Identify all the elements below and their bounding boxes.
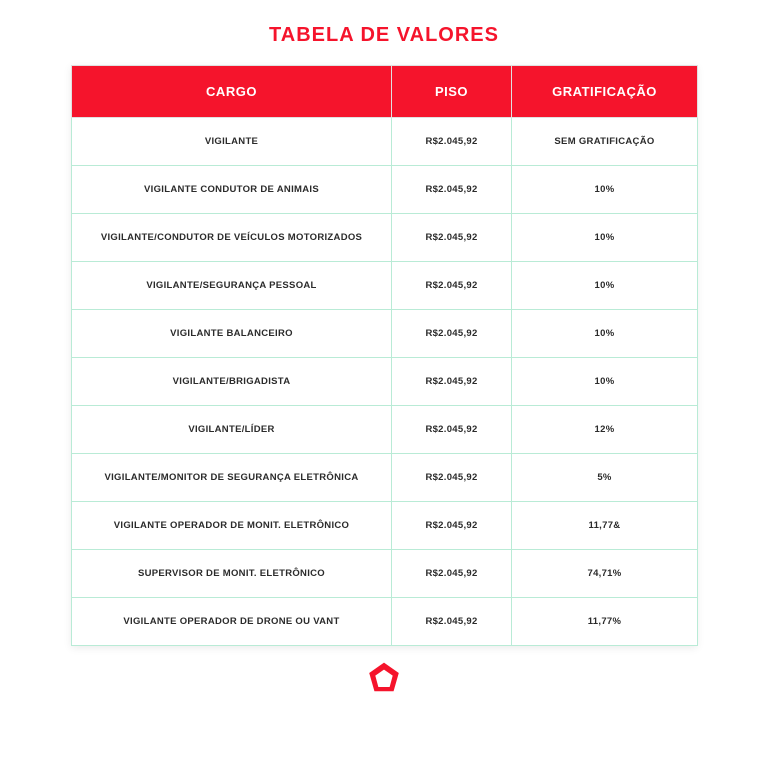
- table-row: VIGILANTE OPERADOR DE DRONE OU VANTR$2.0…: [72, 598, 698, 646]
- cell-gratificacao: 10%: [512, 358, 698, 406]
- cell-piso: R$2.045,92: [392, 502, 512, 550]
- values-table: CARGO PISO GRATIFICAÇÃO VIGILANTER$2.045…: [71, 65, 698, 646]
- cell-gratificacao: SEM GRATIFICAÇÃO: [512, 118, 698, 166]
- col-gratificacao: GRATIFICAÇÃO: [512, 66, 698, 118]
- cell-cargo: VIGILANTE/SEGURANÇA PESSOAL: [72, 262, 392, 310]
- cell-cargo: SUPERVISOR DE MONIT. ELETRÔNICO: [72, 550, 392, 598]
- table-row: SUPERVISOR DE MONIT. ELETRÔNICOR$2.045,9…: [72, 550, 698, 598]
- cell-piso: R$2.045,92: [392, 406, 512, 454]
- table-row: VIGILANTE/LÍDERR$2.045,9212%: [72, 406, 698, 454]
- cell-cargo: VIGILANTE/BRIGADISTA: [72, 358, 392, 406]
- values-table-container: CARGO PISO GRATIFICAÇÃO VIGILANTER$2.045…: [71, 65, 697, 646]
- cell-cargo: VIGILANTE CONDUTOR DE ANIMAIS: [72, 166, 392, 214]
- footer-logo: [361, 660, 407, 700]
- cell-cargo: VIGILANTE/LÍDER: [72, 406, 392, 454]
- cell-piso: R$2.045,92: [392, 454, 512, 502]
- cell-gratificacao: 10%: [512, 310, 698, 358]
- cell-cargo: VIGILANTE: [72, 118, 392, 166]
- page-title: TABELA DE VALORES: [269, 24, 499, 47]
- cell-piso: R$2.045,92: [392, 550, 512, 598]
- cell-gratificacao: 11,77&: [512, 502, 698, 550]
- table-row: VIGILANTE CONDUTOR DE ANIMAISR$2.045,921…: [72, 166, 698, 214]
- cell-piso: R$2.045,92: [392, 118, 512, 166]
- table-row: VIGILANTE/BRIGADISTAR$2.045,9210%: [72, 358, 698, 406]
- table-row: VIGILANTE/MONITOR DE SEGURANÇA ELETRÔNIC…: [72, 454, 698, 502]
- cell-cargo: VIGILANTE OPERADOR DE DRONE OU VANT: [72, 598, 392, 646]
- cell-cargo: VIGILANTE/CONDUTOR DE VEÍCULOS MOTORIZAD…: [72, 214, 392, 262]
- cell-piso: R$2.045,92: [392, 358, 512, 406]
- cell-gratificacao: 10%: [512, 262, 698, 310]
- table-row: VIGILANTE/SEGURANÇA PESSOALR$2.045,9210%: [72, 262, 698, 310]
- cell-piso: R$2.045,92: [392, 598, 512, 646]
- cell-cargo: VIGILANTE OPERADOR DE MONIT. ELETRÔNICO: [72, 502, 392, 550]
- cell-gratificacao: 12%: [512, 406, 698, 454]
- table-row: VIGILANTE/CONDUTOR DE VEÍCULOS MOTORIZAD…: [72, 214, 698, 262]
- table-header: CARGO PISO GRATIFICAÇÃO: [72, 66, 698, 118]
- col-cargo: CARGO: [72, 66, 392, 118]
- cell-gratificacao: 11,77%: [512, 598, 698, 646]
- cell-piso: R$2.045,92: [392, 214, 512, 262]
- table-row: VIGILANTER$2.045,92SEM GRATIFICAÇÃO: [72, 118, 698, 166]
- cell-piso: R$2.045,92: [392, 262, 512, 310]
- col-piso: PISO: [392, 66, 512, 118]
- cell-piso: R$2.045,92: [392, 166, 512, 214]
- cell-cargo: VIGILANTE/MONITOR DE SEGURANÇA ELETRÔNIC…: [72, 454, 392, 502]
- cell-gratificacao: 74,71%: [512, 550, 698, 598]
- cell-gratificacao: 5%: [512, 454, 698, 502]
- table-body: VIGILANTER$2.045,92SEM GRATIFICAÇÃOVIGIL…: [72, 118, 698, 646]
- pentagon-shield-icon: [361, 660, 407, 700]
- cell-gratificacao: 10%: [512, 214, 698, 262]
- table-row: VIGILANTE OPERADOR DE MONIT. ELETRÔNICOR…: [72, 502, 698, 550]
- cell-gratificacao: 10%: [512, 166, 698, 214]
- table-row: VIGILANTE BALANCEIROR$2.045,9210%: [72, 310, 698, 358]
- cell-piso: R$2.045,92: [392, 310, 512, 358]
- cell-cargo: VIGILANTE BALANCEIRO: [72, 310, 392, 358]
